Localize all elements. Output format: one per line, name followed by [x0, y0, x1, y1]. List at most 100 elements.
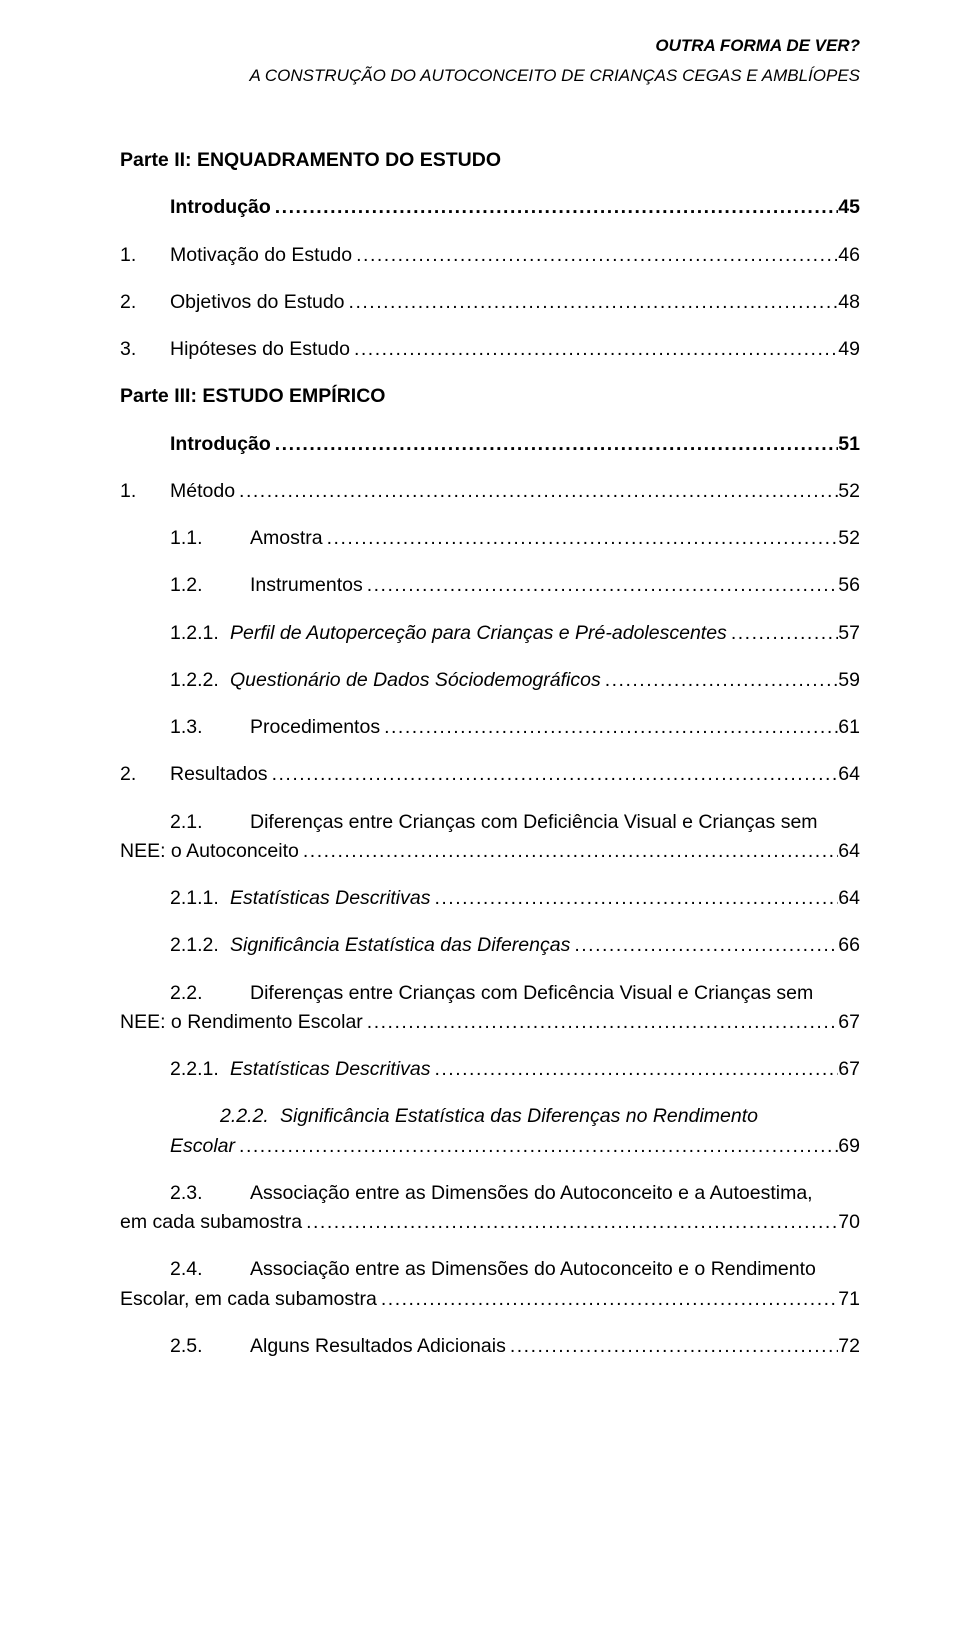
- toc-leader-dots: [271, 193, 839, 222]
- toc-page-num: 59: [838, 666, 860, 695]
- table-of-contents: Parte II: ENQUADRAMENTO DO ESTUDO Introd…: [120, 146, 860, 1361]
- toc-section-head: Parte II: ENQUADRAMENTO DO ESTUDO: [120, 146, 860, 175]
- toc-number: 2.4.: [170, 1255, 250, 1284]
- toc-leader-dots: [235, 477, 838, 506]
- toc-entry: 2.1. Diferenças entre Crianças com Defic…: [120, 808, 860, 867]
- toc-title: Motivação do Estudo: [170, 241, 352, 270]
- toc-title: Alguns Resultados Adicionais: [250, 1332, 506, 1361]
- toc-title: Resultados: [170, 760, 268, 789]
- toc-entry: 2.1.1. Estatísticas Descritivas 64: [120, 884, 860, 913]
- toc-title: Amostra: [250, 524, 323, 553]
- toc-entry: Introdução 45: [120, 193, 860, 222]
- toc-page-num: 66: [838, 931, 860, 960]
- toc-entry: 2.2.2. Significância Estatística das Dif…: [120, 1102, 860, 1161]
- toc-leader-dots: [601, 666, 839, 695]
- toc-number: 2.: [120, 288, 170, 317]
- toc-page-num: 72: [838, 1332, 860, 1361]
- toc-leader-dots: [352, 241, 838, 270]
- toc-number: 2.5.: [170, 1332, 250, 1361]
- toc-number: 1.2.1.: [170, 619, 230, 648]
- toc-title: Objetivos do Estudo: [170, 288, 345, 317]
- toc-title: Significância Estatística das Diferenças: [230, 931, 570, 960]
- toc-leader-dots: [235, 1132, 838, 1161]
- toc-leader-dots: [570, 931, 838, 960]
- toc-entry: 1.2.1. Perfil de Autoperceção para Crian…: [120, 619, 860, 648]
- toc-title: Hipóteses do Estudo: [170, 335, 350, 364]
- toc-leader-dots: [302, 1208, 838, 1237]
- toc-entry: 1.3. Procedimentos 61: [120, 713, 860, 742]
- toc-leader-dots: [350, 335, 838, 364]
- toc-page-num: 48: [838, 288, 860, 317]
- toc-page-num: 61: [838, 713, 860, 742]
- toc-title-cont: NEE: o Autoconceito: [120, 837, 299, 866]
- toc-title: Instrumentos: [250, 571, 363, 600]
- toc-number: 1.: [120, 241, 170, 270]
- toc-entry: 1. Método 52: [120, 477, 860, 506]
- toc-page-num: 64: [838, 760, 860, 789]
- toc-page-num: 46: [838, 241, 860, 270]
- toc-entry: Introdução 51: [120, 430, 860, 459]
- page: OUTRA FORMA DE VER? A CONSTRUÇÃO DO AUTO…: [0, 0, 960, 1439]
- header-line2: A CONSTRUÇÃO DO AUTOCONCEITO DE CRIANÇAS…: [120, 66, 860, 86]
- toc-entry: 1. Motivação do Estudo 46: [120, 241, 860, 270]
- toc-entry: 2.3. Associação entre as Dimensões do Au…: [120, 1179, 860, 1238]
- toc-leader-dots: [430, 884, 838, 913]
- toc-leader-dots: [323, 524, 839, 553]
- running-header: OUTRA FORMA DE VER? A CONSTRUÇÃO DO AUTO…: [120, 36, 860, 86]
- toc-leader-dots: [363, 1008, 839, 1037]
- toc-title: Perfil de Autoperceção para Crianças e P…: [230, 619, 727, 648]
- toc-entry: 2.2. Diferenças entre Crianças com Defic…: [120, 979, 860, 1038]
- toc-leader-dots: [271, 430, 839, 459]
- header-line1: OUTRA FORMA DE VER?: [120, 36, 860, 56]
- toc-leader-dots: [727, 619, 838, 648]
- toc-leader-dots: [363, 571, 839, 600]
- toc-page-num: 64: [838, 884, 860, 913]
- toc-leader-dots: [377, 1285, 838, 1314]
- toc-title: Estatísticas Descritivas: [230, 884, 430, 913]
- toc-page-num: 56: [838, 571, 860, 600]
- toc-page-num: 64: [838, 837, 860, 866]
- toc-leader-dots: [299, 837, 838, 866]
- toc-title: Questionário de Dados Sóciodemográficos: [230, 666, 601, 695]
- toc-number: 2.1.2.: [170, 931, 230, 960]
- toc-leader-dots: [345, 288, 839, 317]
- toc-title: Introdução: [170, 193, 271, 222]
- toc-entry: 2. Objetivos do Estudo 48: [120, 288, 860, 317]
- toc-entry: 2.4. Associação entre as Dimensões do Au…: [120, 1255, 860, 1314]
- toc-entry: 1.2. Instrumentos 56: [120, 571, 860, 600]
- toc-page-num: 57: [838, 619, 860, 648]
- toc-title: Método: [170, 477, 235, 506]
- toc-title: Associação entre as Dimensões do Autocon…: [250, 1179, 813, 1208]
- toc-title-cont: NEE: o Rendimento Escolar: [120, 1008, 363, 1037]
- toc-page-num: 69: [838, 1132, 860, 1161]
- toc-title-cont: Escolar, em cada subamostra: [120, 1285, 377, 1314]
- toc-leader-dots: [380, 713, 838, 742]
- toc-title: Parte II: ENQUADRAMENTO DO ESTUDO: [120, 146, 501, 175]
- toc-leader-dots: [506, 1332, 838, 1361]
- toc-title: Associação entre as Dimensões do Autocon…: [250, 1255, 816, 1284]
- toc-page-num: 52: [838, 477, 860, 506]
- toc-number: 1.: [120, 477, 170, 506]
- toc-title: Estatísticas Descritivas: [230, 1055, 430, 1084]
- toc-entry: 1.2.2. Questionário de Dados Sóciodemogr…: [120, 666, 860, 695]
- toc-entry: 3. Hipóteses do Estudo 49: [120, 335, 860, 364]
- toc-entry: 2. Resultados 64: [120, 760, 860, 789]
- toc-number: 2.2.1.: [170, 1055, 230, 1084]
- toc-page-num: 71: [838, 1285, 860, 1314]
- toc-number: 2.1.1.: [170, 884, 230, 913]
- toc-number: 2.2.: [170, 979, 250, 1008]
- toc-title: Diferenças entre Crianças com Deficência…: [250, 979, 813, 1008]
- toc-entry: 2.1.2. Significância Estatística das Dif…: [120, 931, 860, 960]
- toc-title-cont: Escolar: [170, 1132, 235, 1161]
- toc-number: 1.3.: [170, 713, 250, 742]
- toc-page-num: 51: [838, 430, 860, 459]
- toc-number: 1.2.: [170, 571, 250, 600]
- toc-leader-dots: [268, 760, 839, 789]
- toc-title: Procedimentos: [250, 713, 380, 742]
- toc-section-head: Parte III: ESTUDO EMPÍRICO: [120, 382, 860, 411]
- toc-page-num: 49: [838, 335, 860, 364]
- toc-number: 2.3.: [170, 1179, 250, 1208]
- toc-number: 1.2.2.: [170, 666, 230, 695]
- toc-page-num: 70: [838, 1208, 860, 1237]
- toc-leader-dots: [430, 1055, 838, 1084]
